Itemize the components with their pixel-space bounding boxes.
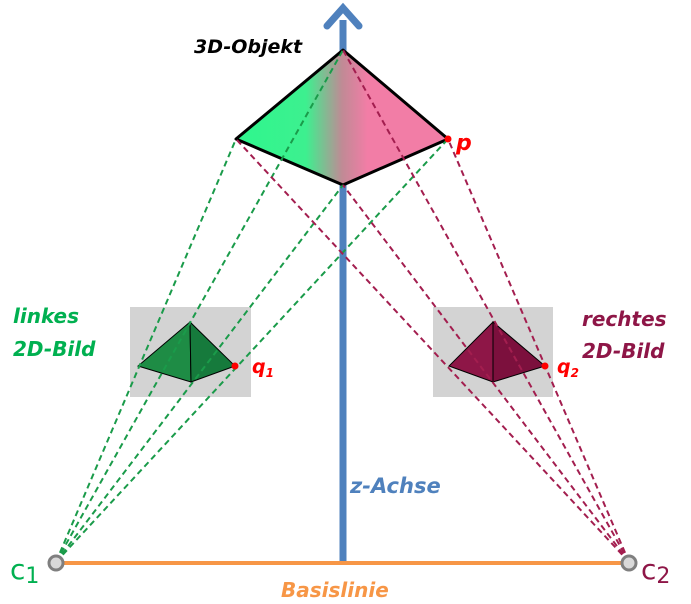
c2-label: c2 xyxy=(641,553,670,589)
camera-c2-marker xyxy=(620,554,638,572)
q2-label-base: q xyxy=(557,356,571,378)
q1-label-base: q xyxy=(252,356,266,378)
left-image-label-line1: linkes xyxy=(13,304,79,328)
q2-label: q2 xyxy=(557,356,579,380)
c1-label: c1 xyxy=(10,553,39,589)
right-image-label-line1: rechtes xyxy=(582,307,667,331)
c2-label-base: c xyxy=(641,553,656,586)
left-image-pyramid xyxy=(136,320,236,383)
c2-label-sub: 2 xyxy=(656,564,670,589)
left-image-label-line2: 2D-Bild xyxy=(13,337,96,361)
left-camera-projection-lines xyxy=(55,49,449,563)
object-label: 3D-Objekt xyxy=(194,36,303,58)
q1-label-sub: 1 xyxy=(266,366,274,380)
z-axis-label: z-Achse xyxy=(349,474,441,498)
baseline-label: Basislinie xyxy=(281,578,389,602)
point-q2-marker xyxy=(541,362,549,370)
3d-object-pyramid xyxy=(234,48,450,187)
c1-label-base: c xyxy=(10,553,25,586)
c1-label-sub: 1 xyxy=(25,564,39,589)
q2-label-sub: 2 xyxy=(571,366,579,380)
point-p-label: p xyxy=(455,131,472,156)
right-image-label-line2: 2D-Bild xyxy=(582,339,665,363)
point-q1-marker xyxy=(231,362,239,370)
right-camera-projection-lines xyxy=(235,49,630,563)
q1-label: q1 xyxy=(252,356,274,380)
point-p-marker xyxy=(444,135,452,143)
camera-c1-marker xyxy=(47,554,65,572)
